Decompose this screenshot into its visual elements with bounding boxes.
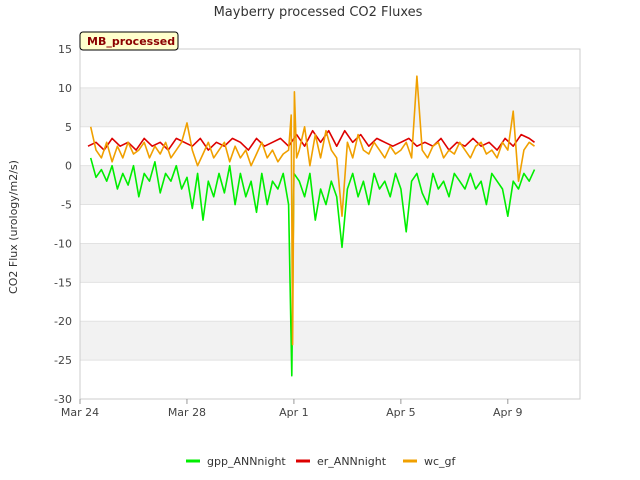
y-tick-label: 15 bbox=[58, 43, 72, 56]
y-tick-label: -5 bbox=[61, 199, 72, 212]
background-band bbox=[80, 321, 580, 361]
x-tick-label: Mar 28 bbox=[168, 406, 206, 419]
y-tick-label: 5 bbox=[65, 121, 72, 134]
x-tick-label: Apr 1 bbox=[279, 406, 309, 419]
y-axis-ticks: 15 10 5 0 -5 -10 -15 -20 -25 -30 bbox=[54, 43, 72, 406]
background-band bbox=[80, 243, 580, 283]
x-axis-ticks: Mar 24 Mar 28 Apr 1 Apr 5 Apr 9 bbox=[61, 399, 523, 419]
legend-label-er_ANNnight: er_ANNnight bbox=[317, 455, 387, 468]
y-tick-label: 10 bbox=[58, 82, 72, 95]
dataset-badge-box bbox=[79, 31, 179, 51]
gridlines bbox=[80, 48, 580, 400]
background-band bbox=[80, 282, 580, 322]
y-tick-label: -30 bbox=[54, 393, 72, 406]
dataset-badge-label: MB_processed bbox=[87, 35, 175, 48]
background-bands bbox=[80, 49, 580, 399]
series-line-wc_gf bbox=[89, 75, 535, 346]
legend: gpp_ANNnight er_ANNnight wc_gf bbox=[186, 455, 457, 468]
y-tick-label: -25 bbox=[54, 354, 72, 367]
y-tick-label: -20 bbox=[54, 315, 72, 328]
legend-label-gpp_ANNnight: gpp_ANNnight bbox=[207, 455, 286, 468]
y-axis-title: CO2 Flux (urology/m2/s) bbox=[7, 160, 20, 294]
x-tick-label: Apr 9 bbox=[493, 406, 523, 419]
chart-title: Mayberry processed CO2 Fluxes bbox=[214, 5, 423, 20]
legend-label-wc_gf: wc_gf bbox=[424, 455, 457, 468]
background-band bbox=[80, 204, 580, 244]
series-layer bbox=[87, 75, 536, 377]
y-tick-label: -15 bbox=[54, 276, 72, 289]
background-band bbox=[80, 49, 580, 88]
background-band bbox=[80, 87, 580, 127]
x-tick-label: Mar 24 bbox=[61, 406, 99, 419]
x-tick-label: Apr 5 bbox=[386, 406, 416, 419]
plot-frame bbox=[79, 48, 581, 400]
y-tick-label: 0 bbox=[65, 160, 72, 173]
series-line-gpp_ANNnight bbox=[89, 157, 536, 377]
dataset-badge: MB_processed bbox=[79, 31, 179, 51]
background-band bbox=[80, 360, 580, 399]
y-tick-label: -10 bbox=[54, 237, 72, 250]
